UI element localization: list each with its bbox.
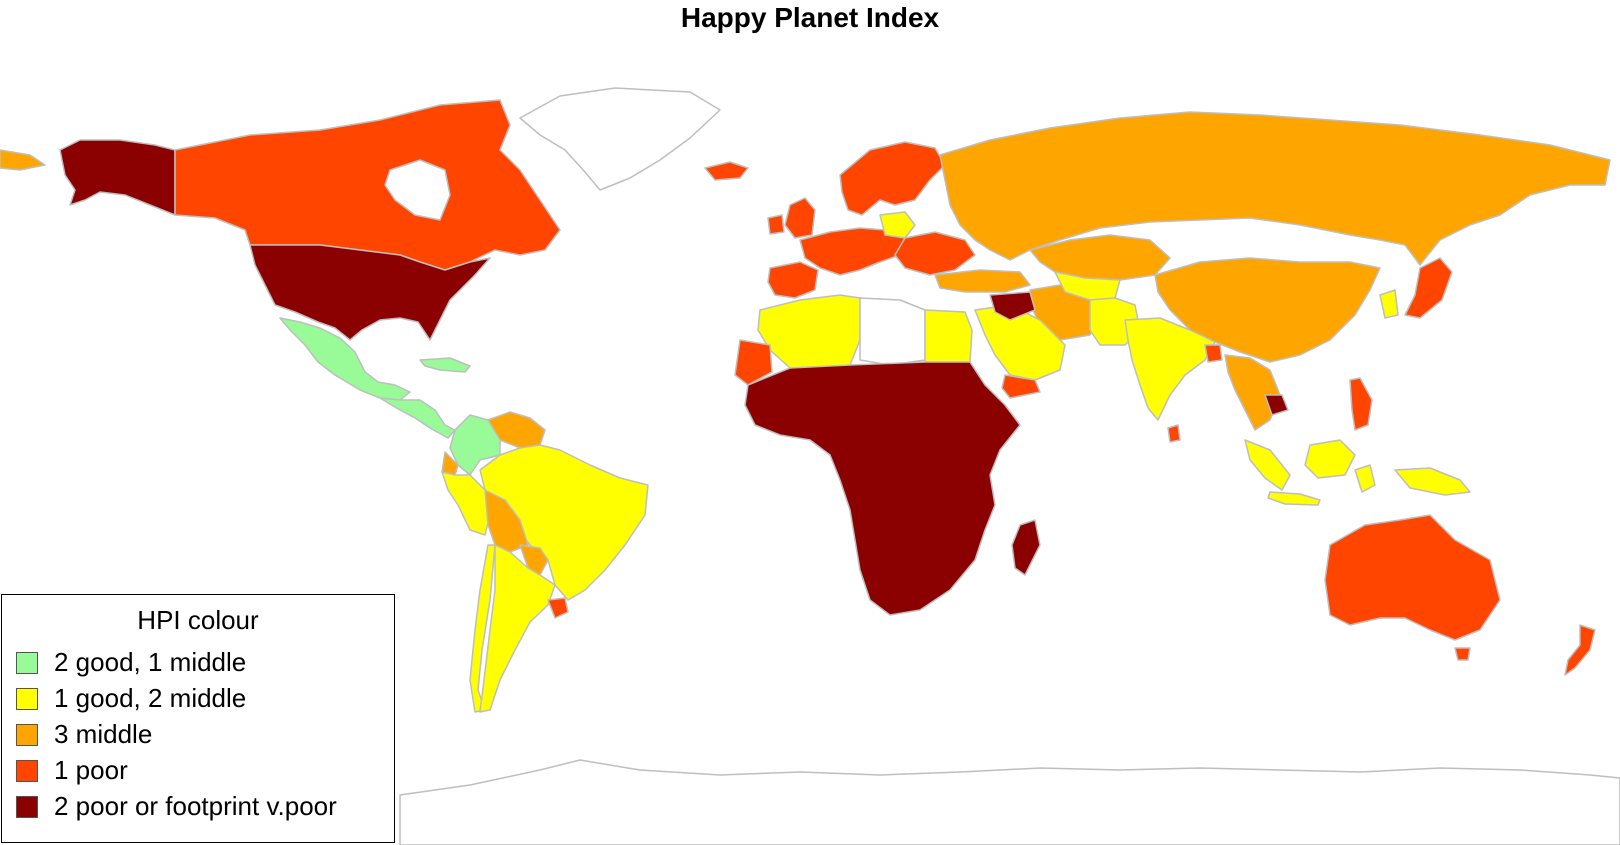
region-yemen (1001, 374, 1041, 399)
legend-swatch (16, 652, 38, 674)
region-borneo (1304, 439, 1356, 479)
region-hudson-bay (384, 159, 451, 221)
region-new-guinea (1394, 467, 1471, 496)
region-colombia (449, 414, 501, 476)
region-central-america (379, 397, 456, 439)
region-iberia (767, 261, 819, 299)
region-uruguay (547, 597, 569, 619)
region-venezuela (487, 411, 546, 449)
region-sri-lanka (1167, 424, 1181, 443)
region-sub-saharan-africa (744, 361, 1021, 616)
region-libya (859, 297, 926, 366)
region-western-europe (799, 227, 906, 276)
region-new-zealand (1564, 624, 1596, 676)
region-scandinavia (839, 141, 946, 216)
region-paraguay (519, 544, 549, 576)
region-philippines (1349, 377, 1373, 431)
region-korea (1379, 289, 1399, 319)
legend-label: 1 poor (54, 755, 128, 785)
legend-swatch (16, 724, 38, 746)
region-eastern-europe (894, 231, 976, 276)
map-title: Happy Planet Index (680, 2, 940, 33)
region-ireland (767, 214, 785, 235)
region-japan (1404, 257, 1453, 319)
legend-label: 2 good, 1 middle (54, 647, 247, 677)
region-sulawesi (1354, 464, 1376, 493)
region-bolivia (484, 489, 529, 553)
legend-title: HPI colour (137, 605, 259, 635)
region-mexico (279, 317, 411, 401)
legend-swatch (16, 688, 38, 710)
region-madagascar (1011, 519, 1041, 576)
legend-swatch (16, 760, 38, 782)
region-egypt (924, 309, 973, 363)
legend-label: 1 good, 2 middle (54, 683, 247, 713)
region-tasmania (1454, 647, 1471, 661)
region-usa (249, 244, 491, 341)
region-southeast-asia (1224, 354, 1281, 431)
legend-label: 3 middle (54, 719, 153, 749)
region-turkey (934, 269, 1031, 293)
region-canada (174, 99, 561, 271)
region-algeria-morocco (757, 294, 861, 371)
region-cambodia (1264, 394, 1289, 416)
region-poland (879, 211, 916, 239)
region-indonesia-west (1244, 439, 1291, 491)
region-java (1267, 491, 1321, 506)
region-argentina (479, 544, 556, 713)
map-legend: HPI colour 2 good, 1 middle 1 good, 2 mi… (1, 594, 395, 843)
region-russia (939, 111, 1611, 266)
region-iraq (989, 291, 1036, 321)
region-chukotka-west (0, 149, 46, 171)
region-iceland (704, 161, 749, 181)
region-greenland (519, 87, 721, 191)
legend-label: 2 poor or footprint v.poor (54, 791, 337, 821)
region-antarctica (399, 759, 1620, 845)
region-alaska (59, 139, 176, 216)
region-australia (1324, 514, 1501, 641)
legend-swatch (16, 796, 38, 818)
region-india (1124, 317, 1216, 421)
region-cuba (419, 357, 471, 373)
region-bangladesh (1204, 344, 1223, 363)
region-western-sahara (734, 339, 773, 386)
region-uk (784, 197, 816, 239)
region-china (1154, 257, 1381, 363)
